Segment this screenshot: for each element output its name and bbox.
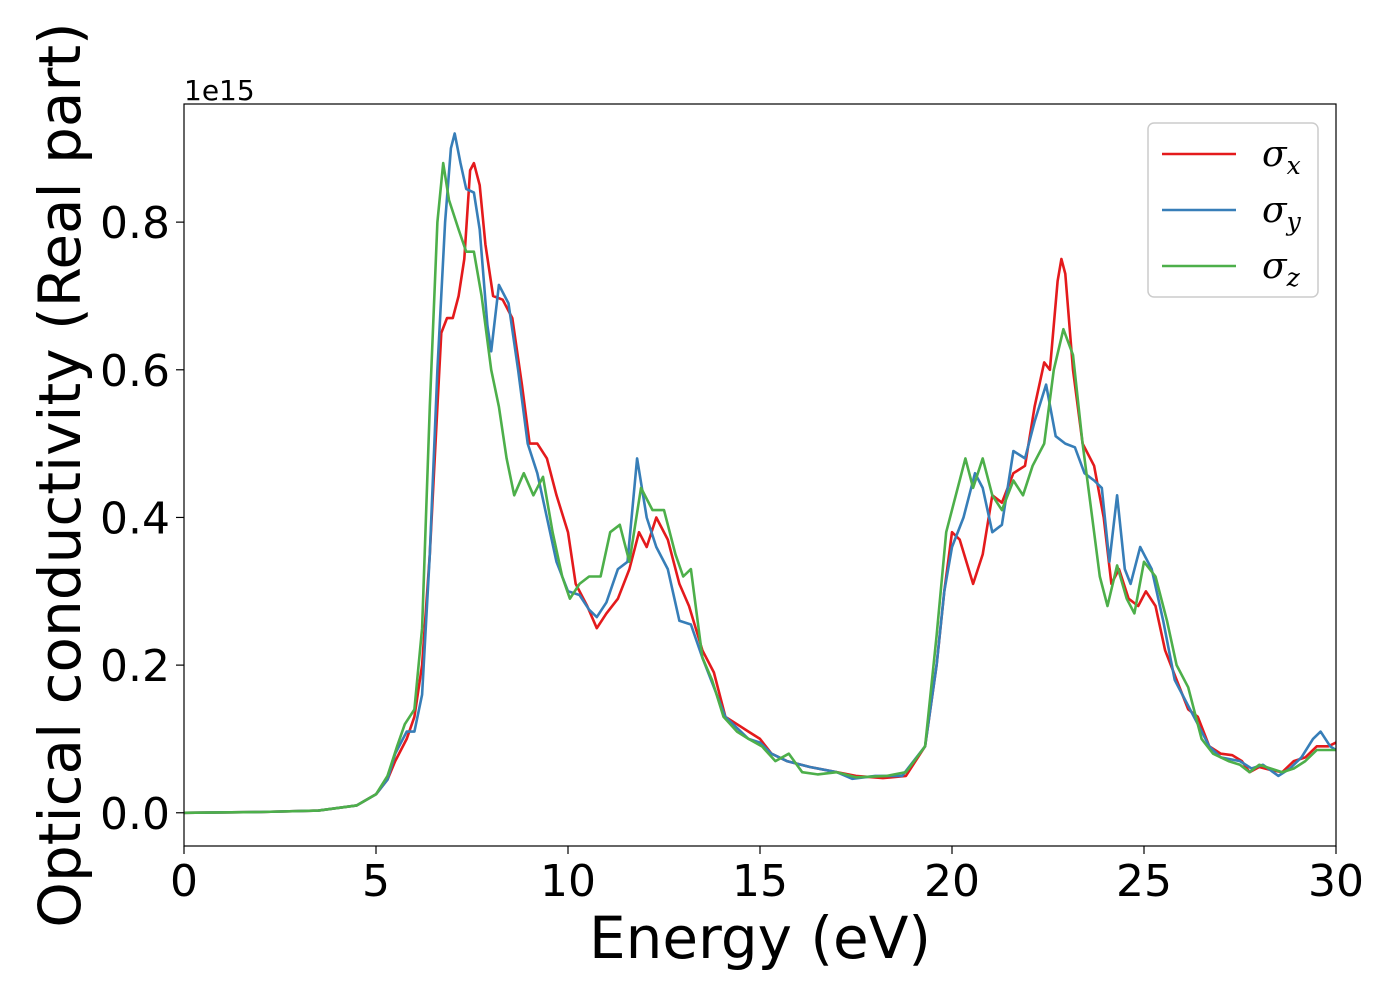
x-tick-label: 25: [1116, 856, 1172, 907]
y-tick-label: 0.4: [100, 493, 170, 544]
x-tick-label: 15: [732, 856, 788, 907]
series-line-z: [184, 161, 1336, 815]
x-tick-label: 30: [1308, 856, 1364, 907]
x-axis-title: Energy (eV): [589, 904, 931, 972]
legend-label-z: σz: [1262, 246, 1301, 292]
y-tick-label: 0.2: [100, 641, 170, 692]
y-axis-title: Optical conductivity (Real part): [26, 22, 94, 927]
x-axis: 0 5 10 15 20 25 30: [170, 846, 1364, 907]
series-line-y: [184, 132, 1336, 815]
legend-label-y: σy: [1262, 190, 1302, 236]
x-tick-label: 10: [540, 856, 596, 907]
y-multiplier-label: 1e15: [184, 74, 255, 107]
legend: σx σy σz: [1147, 122, 1319, 298]
legend-label-x: σx: [1262, 134, 1301, 180]
series-layer: [184, 132, 1336, 815]
x-tick-label: 5: [362, 856, 390, 907]
x-tick-label: 20: [924, 856, 980, 907]
x-tick-label: 0: [170, 856, 198, 907]
y-tick-label: 0.8: [100, 198, 170, 249]
y-axis: 0.0 0.2 0.4 0.6 0.8: [100, 198, 184, 840]
y-tick-label: 0.6: [100, 346, 170, 397]
y-tick-label: 0.0: [100, 789, 170, 840]
